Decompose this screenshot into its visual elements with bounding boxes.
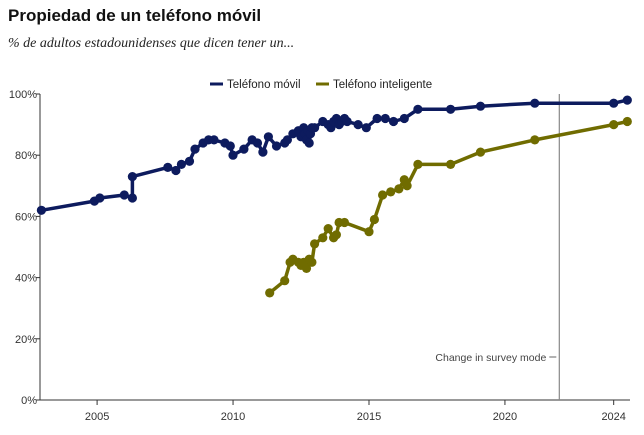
data-point-cell [622, 95, 632, 105]
data-point-smart [609, 120, 619, 130]
data-point-cell [127, 193, 137, 203]
y-tick-label: 100% [9, 89, 37, 101]
chart-title: Propiedad de un teléfono móvil [8, 6, 262, 25]
data-point-cell [271, 141, 282, 151]
data-point-smart [446, 159, 456, 169]
x-tick-label: 2015 [357, 411, 381, 423]
data-point-smart [369, 214, 379, 225]
x-tick-label: 2005 [85, 411, 109, 423]
data-point-smart [402, 181, 412, 191]
data-point-cell [184, 156, 195, 166]
data-point-smart [280, 276, 290, 286]
data-point-cell [304, 138, 314, 148]
data-point-smart [386, 187, 396, 197]
data-point-cell [353, 120, 363, 130]
chart-annotations: Change in survey mode [435, 94, 560, 400]
x-tick-label: 2024 [601, 411, 625, 423]
data-point-cell [413, 104, 423, 114]
data-point-smart [530, 135, 540, 145]
data-point-smart [378, 190, 388, 200]
data-point-cell [310, 123, 320, 133]
data-point-cell [342, 116, 352, 127]
data-point-smart [265, 288, 275, 298]
survey-mode-annotation: Change in survey mode [435, 352, 546, 364]
data-point-cell [163, 162, 173, 172]
data-point-cell [252, 138, 263, 148]
data-point-smart [307, 257, 317, 267]
y-tick-label: 40% [15, 273, 37, 285]
data-point-cell [388, 116, 399, 127]
data-point-smart [318, 233, 328, 243]
chart-series [36, 95, 632, 298]
data-point-cell [209, 135, 219, 145]
data-point-smart [394, 184, 404, 194]
data-point-smart [413, 159, 423, 169]
data-point-cell [228, 150, 238, 160]
legend-label-cell: Teléfono móvil [227, 79, 301, 91]
data-point-cell [225, 141, 235, 151]
data-point-cell [127, 172, 137, 182]
data-point-cell [258, 147, 268, 157]
data-point-cell [372, 113, 382, 124]
data-point-smart [301, 263, 312, 273]
y-tick-label: 80% [15, 150, 37, 162]
data-point-cell [239, 144, 249, 154]
data-point-smart [475, 147, 486, 157]
data-point-cell [171, 165, 181, 176]
x-tick-label: 2010 [221, 411, 245, 423]
data-point-cell [446, 104, 456, 114]
data-point-smart [364, 227, 374, 237]
data-point-cell [263, 132, 273, 142]
data-point-cell [609, 98, 619, 108]
data-point-smart [339, 217, 350, 228]
chart-subtitle: % de adultos estadounidenses que dicen t… [8, 36, 295, 51]
data-point-cell [282, 135, 292, 145]
data-point-cell [119, 190, 129, 200]
y-tick-label: 0% [21, 395, 37, 407]
data-point-cell [399, 113, 409, 124]
y-tick-label: 60% [15, 211, 37, 223]
data-point-cell [475, 101, 486, 111]
chart-legend: Teléfono móvil Teléfono inteligente [210, 79, 432, 91]
legend-label-smart: Teléfono inteligente [333, 79, 432, 91]
data-point-smart [310, 239, 320, 249]
chart-axes: 0% 20% 40% 60% 80% 100% 2005 2010 2015 2020 2024 [9, 89, 630, 423]
data-point-smart [323, 224, 333, 234]
data-point-cell [95, 193, 105, 203]
data-point-cell [361, 123, 371, 133]
series-line-smart [267, 119, 630, 295]
data-point-cell [530, 98, 540, 108]
data-point-cell [176, 159, 186, 169]
y-tick-label: 20% [15, 334, 37, 346]
x-tick-label: 2020 [493, 411, 517, 423]
data-point-cell [380, 113, 390, 124]
data-point-smart [331, 230, 341, 240]
data-point-smart [622, 116, 632, 127]
data-point-cell [36, 205, 47, 215]
data-point-cell [190, 144, 200, 154]
